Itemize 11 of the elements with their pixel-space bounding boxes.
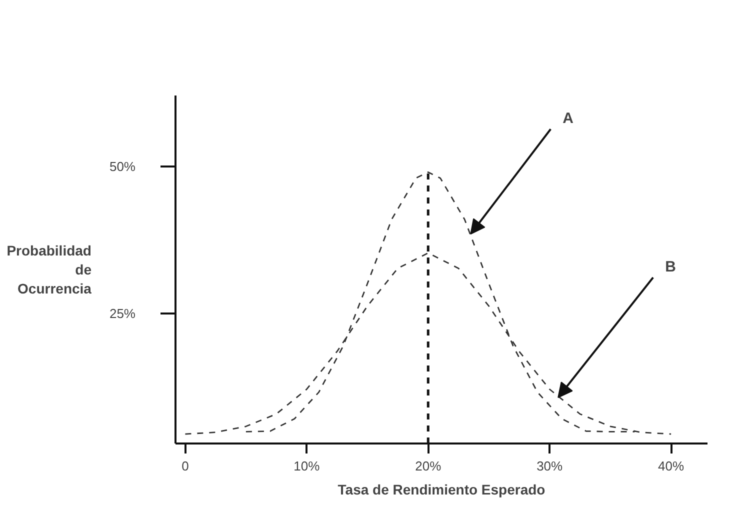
x-tick-label: 30% [536, 458, 564, 474]
y-tick-label: 25% [109, 306, 136, 322]
x-tick-label: 40% [658, 458, 685, 474]
annotation: B [665, 258, 676, 276]
x-tick-label: 10% [294, 458, 320, 474]
x-tick-label: 0 [182, 458, 189, 474]
annotation: A [562, 110, 574, 128]
x-tick-label: 20% [415, 458, 442, 474]
y-axis-title: Probabilidad de Ocurrencia [6, 242, 92, 297]
y-tick-label: 50% [109, 158, 136, 174]
x-axis-title: Tasa de Rendimiento Esperado [338, 482, 546, 498]
